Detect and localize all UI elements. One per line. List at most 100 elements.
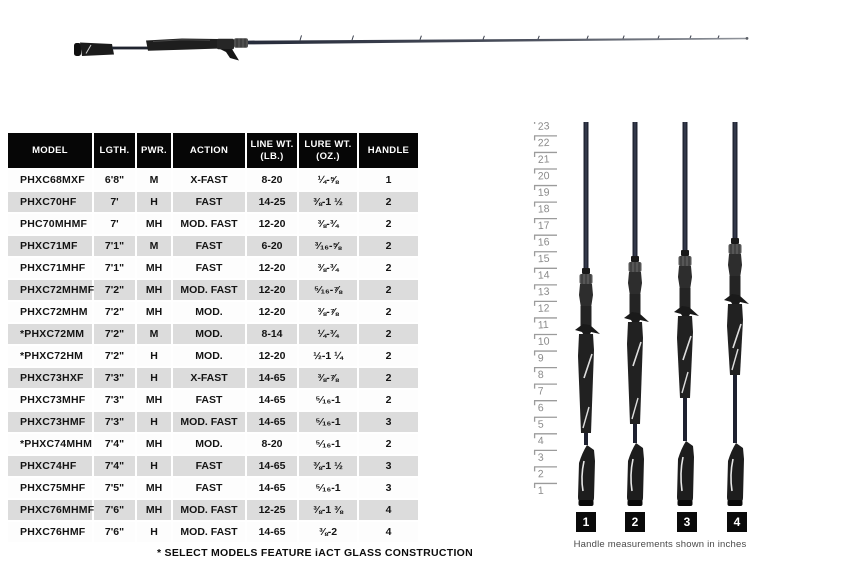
ruler-mark: 4 xyxy=(533,433,557,447)
table-cell: H xyxy=(135,344,172,367)
table-cell: 12-20 xyxy=(245,256,298,279)
column-header: PWR. xyxy=(135,133,172,169)
table-cell: *PHXC72HM xyxy=(8,344,93,367)
table-cell: 14-65 xyxy=(245,366,298,389)
table-cell: 3 xyxy=(357,410,418,433)
table-cell: 4 xyxy=(357,520,418,542)
handle-figure-4 xyxy=(724,122,749,506)
table-cell: PHXC73MHF xyxy=(8,388,93,411)
table-cell: H xyxy=(135,410,172,433)
table-cell: MH xyxy=(135,212,172,235)
svg-text:10: 10 xyxy=(538,335,550,348)
table-cell: *PHXC74MHM xyxy=(8,432,93,455)
table-cell: ³⁄₁₆-⅝ xyxy=(297,234,358,257)
table-cell: 12-20 xyxy=(245,300,298,323)
ruler-mark: 14 xyxy=(533,267,557,282)
table-cell: 4 xyxy=(357,498,418,521)
table-cell: MH xyxy=(135,256,172,279)
table-cell: 7'3" xyxy=(92,366,136,389)
table-cell: H xyxy=(135,190,172,213)
table-cell: 7'4" xyxy=(92,432,136,455)
table-cell: FAST xyxy=(171,234,246,257)
svg-text:7: 7 xyxy=(538,385,545,397)
table-cell: PHXC75MHF xyxy=(8,476,93,499)
table-cell: 2 xyxy=(357,212,418,235)
table-cell: ⁵⁄₁₆-1 xyxy=(297,432,358,455)
ruler-mark: 23 xyxy=(533,122,550,133)
table-cell: PHXC73HXF xyxy=(8,366,93,389)
table-cell: 7'3" xyxy=(92,388,136,411)
table-row: PHXC73HXF 7'3" H X-FAST 14-65 ⅜-⅞ 2 xyxy=(8,366,418,389)
table-cell: ⁵⁄₁₆-⅞ xyxy=(297,278,358,301)
rod-guides xyxy=(299,35,720,41)
handle-badge-3: 3 xyxy=(677,512,697,532)
table-cell: 6-20 xyxy=(245,234,298,257)
table-cell: MH xyxy=(135,432,172,455)
table-cell: 1 xyxy=(357,168,418,191)
table-row: PHXC72MHM 7'2" MH MOD. 12-20 ⅜-⅞ 2 xyxy=(8,300,418,323)
table-cell: PHXC74HF xyxy=(8,454,93,477)
table-cell: X-FAST xyxy=(171,366,246,389)
table-cell: MH xyxy=(135,300,172,323)
table-cell: ⅜-1 ⅜ xyxy=(297,498,358,521)
svg-text:8: 8 xyxy=(538,369,545,381)
ruler-mark: 6 xyxy=(533,400,557,414)
ruler-mark: 13 xyxy=(533,284,557,298)
table-cell: 7'6" xyxy=(92,520,136,542)
ruler-mark: 10 xyxy=(533,333,557,348)
table-row: PHXC71MHF 7'1" MH FAST 12-20 ⅜-¾ 2 xyxy=(8,256,418,279)
table-header-row: MODEL LGTH. PWR. ACTION LINE WT. (LB.) LURE W… xyxy=(8,133,418,169)
table-cell: MOD. FAST xyxy=(171,212,246,235)
table-cell: 2 xyxy=(357,234,418,257)
table-cell: PHXC68MXF xyxy=(8,168,93,191)
svg-text:16: 16 xyxy=(538,236,550,249)
table-cell: 12-20 xyxy=(245,278,298,301)
svg-text:5: 5 xyxy=(538,418,545,430)
table-cell: PHXC71MHF xyxy=(8,256,93,279)
table-cell: ⅜-1 ½ xyxy=(297,190,358,213)
table-cell: ¼-⅝ xyxy=(297,168,358,191)
column-header: MODEL xyxy=(8,133,93,169)
handle-figure-2 xyxy=(624,122,649,506)
table-cell: 2 xyxy=(357,322,418,345)
table-cell: MH xyxy=(135,498,172,521)
table-cell: MH xyxy=(135,278,172,301)
table-cell: MOD. xyxy=(171,300,246,323)
svg-text:11: 11 xyxy=(538,319,550,332)
table-cell: 2 xyxy=(357,388,418,411)
handle-panel: 1 2 3 4 5 6 7 8 9 10 11 12 13 14 15 16 17 18 19 20 21 22 23 xyxy=(520,122,800,555)
rod-blank xyxy=(248,37,746,45)
table-row: PHXC68MXF 6'8" M X-FAST 8-20 ¼-⅝ 1 xyxy=(8,168,418,191)
table-cell: FAST xyxy=(171,190,246,213)
svg-text:9: 9 xyxy=(538,352,545,364)
svg-text:19: 19 xyxy=(538,186,550,199)
table-cell: MOD. FAST xyxy=(171,520,246,542)
table-cell: 8-14 xyxy=(245,322,298,345)
table-row: PHC70MHMF 7' MH MOD. FAST 12-20 ⅜-¾ 2 xyxy=(8,212,418,235)
table-cell: ½-1 ¼ xyxy=(297,344,358,367)
table-cell: 2 xyxy=(357,256,418,279)
table-cell: 2 xyxy=(357,190,418,213)
table-cell: 14-65 xyxy=(245,476,298,499)
handle-figure-3 xyxy=(674,122,699,506)
table-cell: 14-65 xyxy=(245,520,298,542)
svg-text:6: 6 xyxy=(538,402,545,414)
table-cell: FAST xyxy=(171,256,246,279)
table-cell: FAST xyxy=(171,388,246,411)
table-cell: MH xyxy=(135,476,172,499)
table-cell: X-FAST xyxy=(171,168,246,191)
ruler-mark: 5 xyxy=(533,416,557,431)
svg-text:12: 12 xyxy=(538,302,550,315)
table-cell: PHXC70HF xyxy=(8,190,93,213)
table-cell: PHXC76MHMF xyxy=(8,498,94,521)
svg-text:18: 18 xyxy=(538,203,550,216)
table-cell: H xyxy=(135,366,172,389)
table-cell: 14-25 xyxy=(245,190,298,213)
table-cell: ⅜-¾ xyxy=(297,256,358,279)
table-cell: M xyxy=(135,168,172,191)
table-cell: 7' xyxy=(92,190,136,213)
table-cell: PHXC72MHMF xyxy=(8,278,94,301)
